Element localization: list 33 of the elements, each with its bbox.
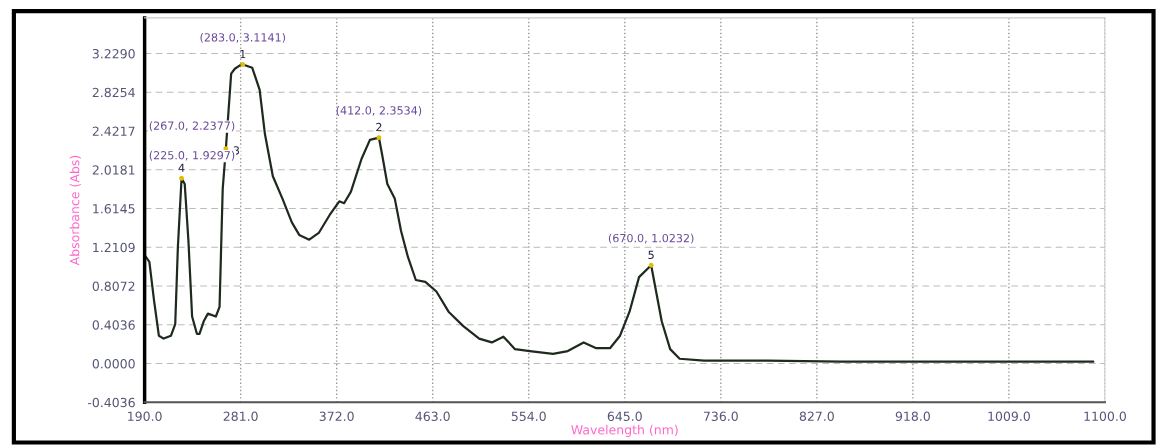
x-tick-label: 736.0 bbox=[703, 411, 738, 421]
y-tick-label: 0.8072 bbox=[92, 281, 135, 291]
annotation: 2 bbox=[376, 122, 382, 132]
y-tick-label: 0.0000 bbox=[92, 359, 135, 369]
annotation: (225.0, 1.9297) bbox=[149, 150, 235, 161]
y-tick-label: 1.6145 bbox=[93, 204, 135, 214]
y-tick-label: 1.2109 bbox=[93, 242, 135, 253]
x-tick-label: 827.0 bbox=[799, 411, 834, 421]
y-tick-label: 2.0181 bbox=[92, 165, 135, 175]
x-tick-label: 918.0 bbox=[895, 411, 930, 421]
annotation: 5 bbox=[648, 250, 654, 259]
annotation: (412.0, 2.3534) bbox=[336, 106, 422, 116]
annotation: (283.0, 3.1141) bbox=[200, 32, 286, 43]
x-tick-label: 190.0 bbox=[128, 411, 162, 421]
y-tick-label: -0.4036 bbox=[87, 397, 135, 408]
x-tick-label: 372.0 bbox=[319, 411, 354, 421]
annotation: 4 bbox=[178, 163, 185, 172]
annotation: 1 bbox=[240, 49, 246, 59]
annotation: (670.0, 1.0232) bbox=[608, 233, 694, 244]
y-tick-label: 3.2290 bbox=[92, 48, 135, 59]
x-axis-title: Wavelength (nm) bbox=[571, 424, 678, 437]
x-tick-label: 1009.0 bbox=[988, 411, 1030, 421]
x-tick-label: 281.0 bbox=[223, 411, 258, 421]
x-tick-label: 463.0 bbox=[415, 411, 450, 421]
y-tick-label: 2.8254 bbox=[92, 87, 135, 98]
line-series bbox=[144, 62, 1095, 363]
y-axis-title: Absorbance (Abs) bbox=[69, 155, 81, 266]
annotation: (267.0, 2.2377) bbox=[149, 121, 235, 132]
y-tick-label: 0.4036 bbox=[92, 320, 135, 330]
x-tick-label: 1100.0 bbox=[1084, 411, 1126, 421]
x-tick-label: 554.0 bbox=[511, 411, 546, 421]
y-tick-label: 2.4217 bbox=[92, 126, 135, 136]
x-tick-label: 645.0 bbox=[607, 411, 642, 421]
